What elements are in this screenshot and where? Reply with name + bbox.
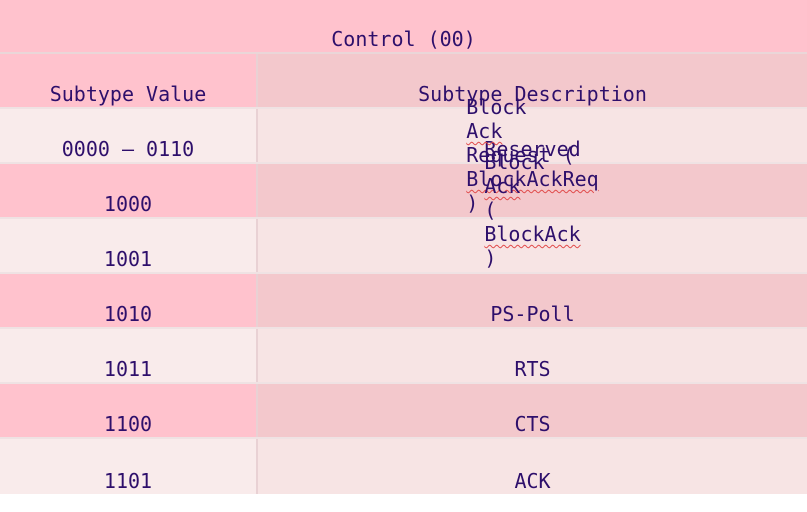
subtype-description-cell: Block Ack (BlockAck) <box>258 150 807 272</box>
subtype-description-cell: Block Ack Request (BlockAckReq) <box>258 95 807 217</box>
subtype-description-cell: PS-Poll <box>258 274 807 327</box>
subtype-value-cell: 1100 <box>0 384 258 437</box>
subtype-description-cell: Reserved <box>258 109 807 162</box>
subtype-value-cell: 1011 <box>0 329 258 382</box>
table-row: 1101 ACK <box>0 439 807 494</box>
spellcheck-underline: BlockAckReq <box>466 167 599 191</box>
table-row: 1001 Block Ack (BlockAck) <box>0 150 807 274</box>
subtype-description-cell: CTS <box>258 384 807 437</box>
subtype-value-cell: 0000 – 0110 <box>0 109 258 162</box>
table-title-text: Control (00) <box>331 27 476 51</box>
table-row: 1100 CTS <box>0 384 807 439</box>
table-row: 1011 RTS <box>0 329 807 384</box>
table-title: Control (00) <box>0 0 807 54</box>
subtype-value-cell: 1001 <box>0 219 258 272</box>
spellcheck-underline: Ack <box>466 119 503 143</box>
header-subtype-description: Subtype Description <box>258 54 807 107</box>
subtype-value-cell: 1010 <box>0 274 258 327</box>
subtype-description-cell: ACK <box>258 439 807 494</box>
spellcheck-underline: BlockAck <box>484 222 581 246</box>
table-header-row: Subtype Value Subtype Description <box>0 54 807 109</box>
spellcheck-underline: Ack <box>484 174 521 198</box>
subtype-value-cell: 1000 <box>0 164 258 217</box>
subtype-description-cell: RTS <box>258 329 807 382</box>
table-row: 0000 – 0110 Reserved <box>0 109 807 164</box>
subtype-value-cell: 1101 <box>0 439 258 494</box>
table-row: 1000 Block Ack Request (BlockAckReq) <box>0 95 807 219</box>
table-row: 1010 PS-Poll <box>0 274 807 329</box>
header-subtype-value: Subtype Value <box>0 54 258 107</box>
